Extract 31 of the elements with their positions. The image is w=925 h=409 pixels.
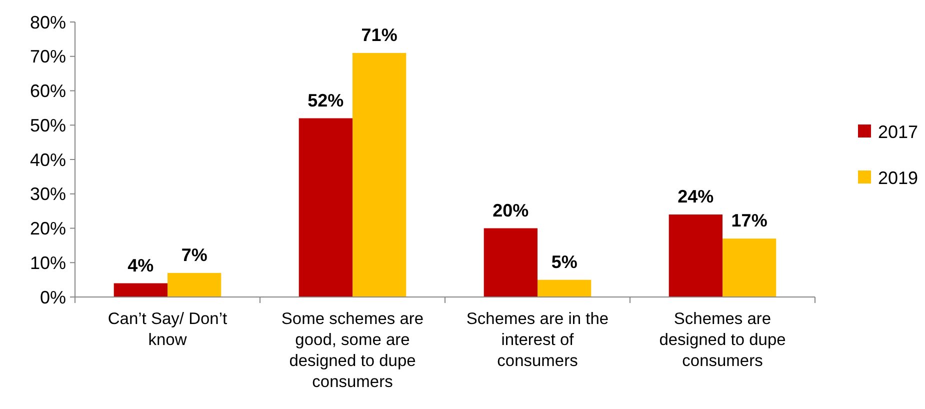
y-tick-label: 70% xyxy=(30,46,66,67)
y-tick-label: 20% xyxy=(30,218,66,239)
y-tick-label: 80% xyxy=(30,12,66,32)
legend-label: 2017 xyxy=(878,122,918,142)
y-tick-label: 30% xyxy=(30,184,66,204)
data-label: 52% xyxy=(308,90,344,110)
y-tick-label: 10% xyxy=(30,252,66,273)
y-tick-label: 40% xyxy=(30,150,66,170)
data-label: 20% xyxy=(492,200,529,220)
legend-label: 2019 xyxy=(878,168,918,188)
x-tick-label: Some schemes are good, some are designed to dupe consumers xyxy=(281,310,424,391)
bar xyxy=(538,280,592,297)
data-label: 17% xyxy=(731,210,768,231)
data-label: 71% xyxy=(361,24,398,45)
bar xyxy=(722,238,776,297)
y-tick-label: 50% xyxy=(30,115,66,136)
bar xyxy=(114,283,168,297)
bar xyxy=(668,214,722,297)
data-label: 4% xyxy=(128,255,154,276)
bar xyxy=(168,272,222,297)
bar xyxy=(352,52,406,297)
y-tick-label: 60% xyxy=(30,81,66,102)
data-label: 5% xyxy=(551,252,578,272)
data-label: 7% xyxy=(181,244,208,265)
x-tick-label: Schemes are in the interest of consumers xyxy=(466,310,609,370)
bar xyxy=(298,118,352,297)
data-label: 24% xyxy=(678,186,714,206)
y-tick-label: 0% xyxy=(40,287,66,308)
x-tick-label: Schemes are designed to dupe consumers xyxy=(659,310,786,370)
bar xyxy=(484,228,538,297)
x-tick-label: Can’t Say/ Don’t know xyxy=(108,310,228,349)
